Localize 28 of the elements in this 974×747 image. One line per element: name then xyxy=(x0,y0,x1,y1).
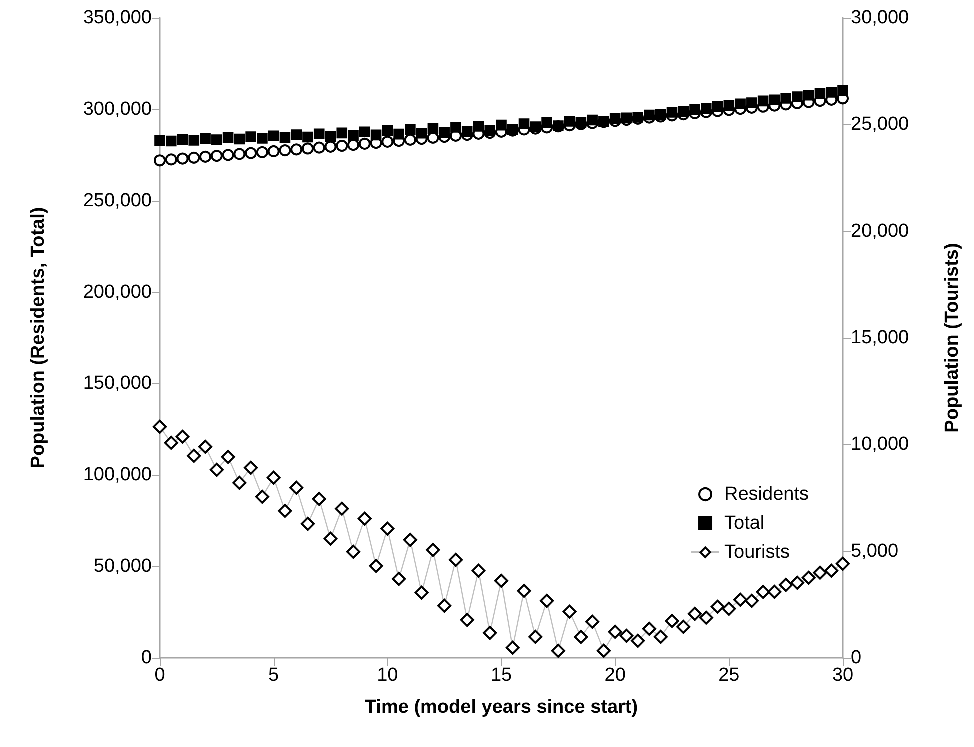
y-tick-label: 250,000 xyxy=(83,190,152,212)
y-tick-label: 0 xyxy=(141,648,152,668)
legend-label: Total xyxy=(724,513,765,534)
y2-tick-label: 25,000 xyxy=(851,114,910,136)
y-tick-label: 100,000 xyxy=(83,464,152,486)
legend-label: Residents xyxy=(724,484,810,505)
x-tick-label: 5 xyxy=(268,665,280,686)
x-tick-label: 30 xyxy=(832,665,854,686)
y-tick-label: 50,000 xyxy=(94,556,152,578)
x-axis-title: Time (model years since start) xyxy=(364,697,638,718)
x-tick-label: 25 xyxy=(718,665,740,686)
legend-label: Tourists xyxy=(724,542,790,563)
y2-axis-title: Population (Tourists) xyxy=(942,243,963,433)
x-tick-label: 20 xyxy=(604,665,626,686)
x-tick-label: 0 xyxy=(154,665,166,686)
x-tick-label: 15 xyxy=(490,665,512,686)
y2-tick-label: 20,000 xyxy=(851,220,910,242)
y-tick-label: 350,000 xyxy=(83,8,152,28)
y2-tick-label: 30,000 xyxy=(851,8,910,28)
y2-tick-label: 10,000 xyxy=(851,434,910,456)
y-tick-label: 300,000 xyxy=(83,98,152,120)
x-tick-label: 10 xyxy=(377,665,398,686)
y-tick-label: 200,000 xyxy=(83,282,152,303)
y2-tick-label: 5,000 xyxy=(851,540,899,562)
y-axis-title: Population (Residents, Total) xyxy=(28,207,49,469)
y2-tick-label: 15,000 xyxy=(851,328,910,348)
y2-tick-label: 0 xyxy=(851,648,862,668)
y-tick-label: 150,000 xyxy=(83,373,152,394)
